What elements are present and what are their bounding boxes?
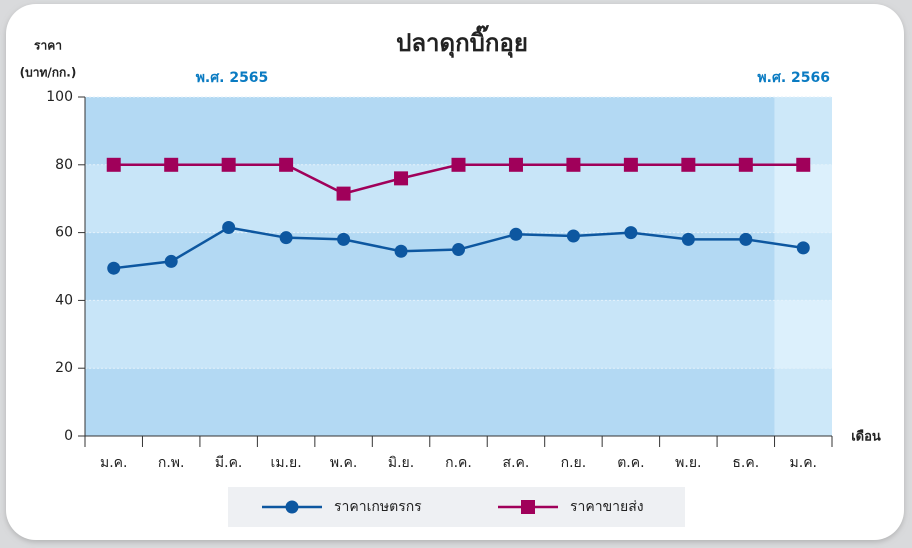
band [85, 300, 775, 369]
point [681, 157, 696, 172]
point [566, 157, 581, 172]
x-tick-label: ก.ย. [561, 455, 587, 471]
point [738, 157, 753, 172]
band [774, 164, 832, 233]
x-tick-label: ธ.ค. [732, 455, 759, 471]
band [85, 368, 775, 436]
point [336, 186, 351, 201]
point [508, 157, 523, 172]
y-tick-label: 100 [46, 89, 73, 105]
x-tick-label: ม.ค. [790, 455, 818, 471]
y-tick-label: 20 [55, 360, 73, 376]
point [623, 157, 638, 172]
y-tick-label: 80 [55, 157, 73, 173]
point [739, 232, 753, 246]
x-tick-label: พ.ย. [675, 455, 701, 471]
point [521, 500, 535, 514]
x-tick-label: พ.ค. [330, 455, 358, 471]
x-tick-label: ก.พ. [158, 455, 185, 471]
band [774, 300, 832, 369]
x-axis-label: เดือน [851, 429, 881, 445]
band [85, 97, 775, 165]
x-tick-label: ม.ค. [100, 455, 128, 471]
x-tick-label: ส.ค. [503, 455, 530, 471]
point [279, 231, 293, 245]
point [796, 157, 811, 172]
point [164, 254, 178, 268]
x-tick-label: ก.ค. [445, 455, 472, 471]
point [107, 261, 121, 275]
band [85, 232, 775, 301]
point [337, 232, 351, 246]
band [85, 164, 775, 233]
band [774, 368, 832, 436]
point [624, 226, 638, 240]
x-tick-label: เม.ย. [271, 455, 302, 471]
band [774, 97, 832, 165]
x-tick-label: ต.ค. [617, 455, 644, 471]
x-tick-label: มิ.ย. [388, 455, 414, 471]
point [394, 244, 408, 258]
year-label: พ.ศ. 2566 [757, 70, 830, 86]
legend-label: ราคาขายส่ง [570, 499, 644, 515]
y-tick-label: 60 [55, 225, 73, 241]
point [164, 157, 179, 172]
point [509, 227, 523, 241]
point [279, 157, 294, 172]
chart-title: ปลาดุกบิ๊กอุย [396, 24, 528, 59]
point [796, 241, 810, 255]
y-axis-label: ราคา [34, 39, 62, 53]
point [452, 243, 465, 257]
y-axis-label: (บาท/กก.) [20, 66, 77, 80]
point [222, 221, 236, 235]
year-label: พ.ศ. 2565 [196, 70, 269, 86]
x-tick-label: มี.ค. [215, 455, 243, 471]
point [681, 232, 695, 246]
y-tick-label: 0 [64, 428, 73, 444]
point [394, 171, 409, 186]
point [566, 229, 580, 243]
point [285, 500, 299, 514]
point [106, 157, 121, 172]
y-tick-label: 40 [55, 292, 73, 308]
point [221, 157, 236, 172]
legend-label: ราคาเกษตรกร [334, 499, 422, 515]
point [451, 157, 466, 172]
